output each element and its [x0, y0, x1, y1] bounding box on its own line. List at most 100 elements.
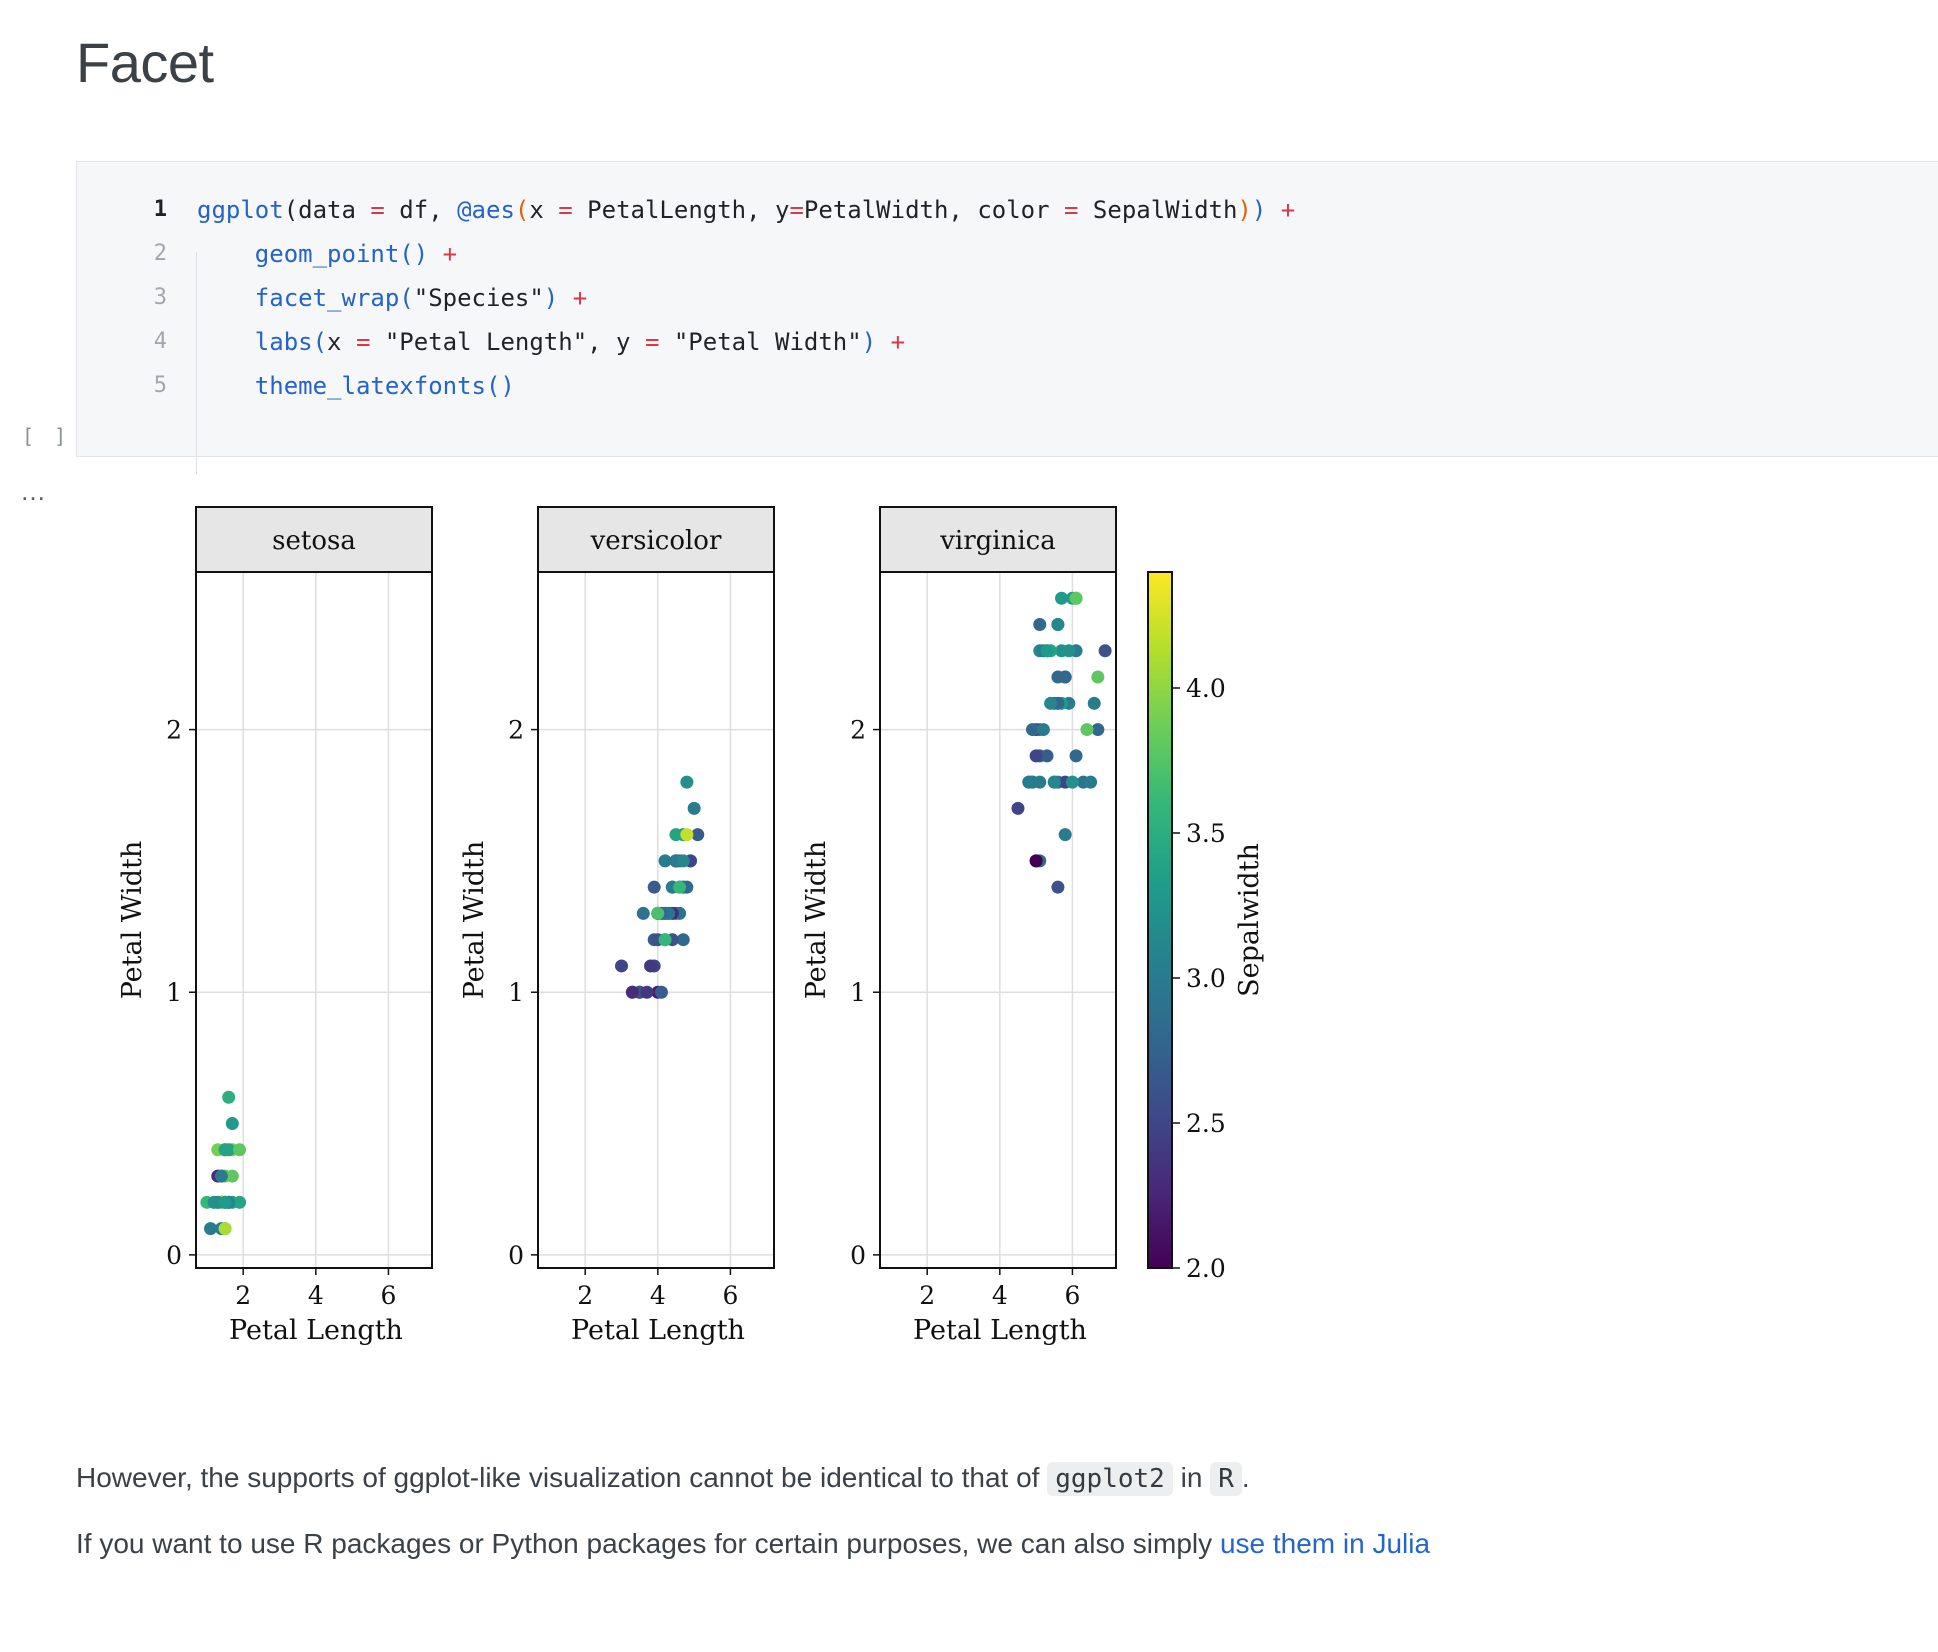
data-point — [651, 906, 665, 920]
x-axis-label: Petal Length — [571, 1315, 745, 1346]
data-point — [1044, 696, 1058, 710]
y-axis-label: Petal Width — [459, 841, 490, 1000]
code-text[interactable]: theme_latexfonts() — [254, 372, 515, 400]
plot-panel — [538, 572, 774, 1268]
data-point — [1055, 591, 1069, 605]
data-point — [1080, 723, 1094, 737]
data-point — [676, 933, 690, 947]
data-point — [673, 880, 687, 894]
x-tick-label: 4 — [650, 1281, 666, 1310]
data-point — [1033, 618, 1047, 632]
data-point — [676, 854, 690, 868]
data-point — [233, 1195, 247, 1209]
y-tick-label: 1 — [166, 978, 182, 1007]
plot-panel — [880, 572, 1116, 1268]
code-line[interactable]: 3 facet_wrap("Species") + — [77, 280, 1938, 316]
data-point — [669, 828, 683, 842]
code-text[interactable]: labs(x = "Petal Length", y = "Petal Widt… — [254, 328, 906, 356]
panel-frame — [879, 571, 1117, 1269]
cell-run-bracket[interactable]: [ ] — [22, 424, 71, 448]
data-point — [1011, 801, 1025, 815]
data-point — [680, 775, 694, 789]
y-tick-label: 0 — [166, 1241, 182, 1270]
y-tick-label: 1 — [850, 978, 866, 1007]
x-tick-label: 6 — [1064, 1281, 1080, 1310]
paragraph-2-text: If you want to use R packages or Python … — [76, 1528, 1220, 1559]
y-tick-label: 0 — [508, 1241, 524, 1270]
line-number: 1 — [153, 197, 167, 222]
y-axis-label: Petal Width — [117, 841, 148, 1000]
code-text[interactable]: ggplot(data = df, @aes(x = PetalLength, … — [197, 196, 1296, 224]
facet-title: versicolor — [590, 526, 722, 556]
data-point — [1029, 749, 1043, 763]
y-tick-label: 2 — [850, 716, 866, 745]
y-tick-label: 1 — [508, 978, 524, 1007]
code-cell[interactable]: 1 ggplot(data = df, @aes(x = PetalLength,… — [76, 161, 1938, 474]
colorbar-label: Sepalwidth — [1234, 843, 1265, 997]
x-axis-label: Petal Length — [229, 1315, 403, 1346]
code-line[interactable]: 4 labs(x = "Petal Length", y = "Petal Wi… — [77, 324, 1938, 360]
data-point — [615, 959, 629, 973]
x-tick-label: 6 — [380, 1281, 396, 1310]
data-point — [1098, 644, 1112, 658]
data-point — [1051, 880, 1065, 894]
code-line[interactable]: 5 theme_latexfonts() — [77, 368, 1938, 404]
y-tick-label: 2 — [508, 716, 524, 745]
inline-code-ggplot2: ggplot2 — [1047, 1462, 1173, 1496]
data-point — [654, 985, 668, 999]
data-point — [1025, 723, 1039, 737]
data-point — [1091, 670, 1105, 684]
data-point — [1069, 749, 1083, 763]
code-text[interactable]: facet_wrap("Species") + — [254, 284, 588, 312]
code-text[interactable]: geom_point() + — [254, 240, 458, 268]
data-point — [1091, 723, 1105, 737]
x-axis-label: Petal Length — [913, 1315, 1087, 1346]
code-line[interactable]: 2 geom_point() + — [77, 236, 1938, 272]
data-point — [687, 801, 701, 815]
x-tick-label: 4 — [308, 1281, 324, 1310]
facet-title: setosa — [272, 526, 356, 556]
data-point — [658, 854, 672, 868]
x-tick-label: 2 — [235, 1281, 251, 1310]
data-point — [1033, 775, 1047, 789]
x-tick-label: 4 — [992, 1281, 1008, 1310]
page-title: Facet — [76, 31, 214, 94]
data-point — [222, 1090, 236, 1104]
paragraph-1-mid: in — [1172, 1462, 1211, 1493]
data-point — [1040, 749, 1054, 763]
data-point — [225, 1117, 239, 1131]
data-point — [1065, 775, 1079, 789]
data-point — [1058, 828, 1072, 842]
link-use-in-julia[interactable]: use them in Julia — [1219, 1528, 1431, 1559]
panel-frame — [195, 571, 433, 1269]
facet-header — [879, 506, 1117, 573]
paragraph-1-end: . — [1241, 1462, 1250, 1493]
indent-guide — [196, 252, 197, 474]
x-tick-label: 6 — [722, 1281, 738, 1310]
code-line[interactable]: 1 ggplot(data = df, @aes(x = PetalLength,… — [77, 192, 1938, 228]
data-point — [1069, 591, 1083, 605]
data-point — [1029, 854, 1043, 868]
inline-code-r: R — [1210, 1462, 1242, 1496]
paragraph-1-text: However, the supports of ggplot-like vis… — [76, 1462, 1048, 1493]
facet-title: virginica — [939, 526, 1056, 556]
data-point — [204, 1222, 218, 1236]
data-point — [233, 1143, 247, 1157]
colorbar-tick-label: 4.0 — [1186, 674, 1226, 703]
paragraph-2: If you want to use R packages or Python … — [76, 1528, 1430, 1560]
y-tick-label: 0 — [850, 1241, 866, 1270]
colorbar-tick-label: 2.5 — [1186, 1109, 1226, 1138]
x-tick-label: 2 — [577, 1281, 593, 1310]
data-point — [1047, 775, 1061, 789]
colorbar-tick-label: 3.5 — [1186, 819, 1226, 848]
facet-header — [537, 506, 775, 573]
paragraph-1: However, the supports of ggplot-like vis… — [76, 1462, 1250, 1496]
line-number: 5 — [153, 373, 167, 398]
data-point — [625, 985, 639, 999]
data-point — [1040, 644, 1054, 658]
x-tick-label: 2 — [919, 1281, 935, 1310]
data-point — [647, 880, 661, 894]
data-point — [218, 1195, 232, 1209]
output-menu-icon[interactable]: … — [20, 476, 48, 506]
data-point — [218, 1222, 232, 1236]
